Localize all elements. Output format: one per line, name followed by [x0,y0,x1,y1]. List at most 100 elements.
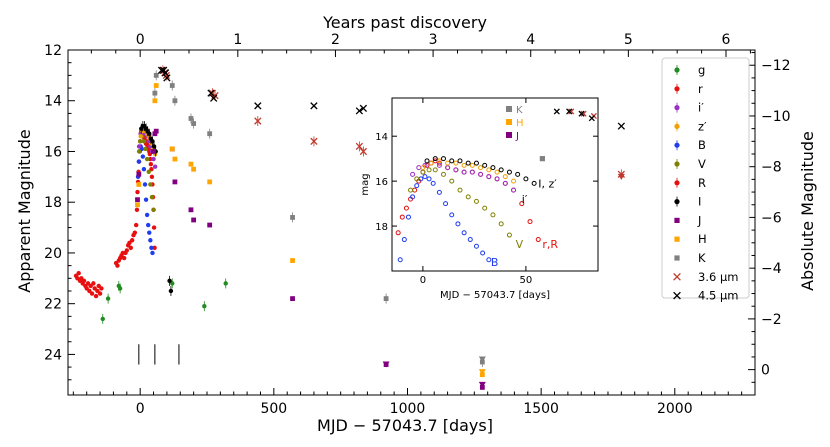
inset-series-z [420,158,517,184]
y-tick-label: 24 [44,347,62,363]
data-point [91,281,96,286]
legend-label: R [698,176,706,190]
inset-series-b [397,174,492,263]
data-point [135,189,140,195]
main-plot-frame [67,49,756,396]
data-point [191,121,197,126]
data-point [136,144,142,149]
inset-data-point [410,171,416,177]
inset-data-point [494,176,500,182]
data-point [141,139,147,144]
data-point [141,167,147,172]
inset-data-point [580,110,587,117]
inset-annotation: i′ [522,193,528,206]
inset-data-point [436,160,442,166]
data-point [355,107,364,115]
inset-data-point [436,189,442,195]
inset-legend-label: H [516,118,524,129]
data-point [149,194,155,200]
inset-data-point [588,115,595,122]
data-point [129,238,135,243]
legend-marker [673,291,681,300]
top-tick-label: 2 [331,32,340,48]
inset-x-tick-label: 0 [420,275,426,286]
inset-frame [391,97,599,272]
inset-series-45m [553,108,595,122]
data-point [188,116,194,121]
inset-data-point [453,160,459,166]
data-point [135,202,140,208]
data-point [138,134,143,139]
inset-data-point [478,165,484,171]
x-tick-label: 2000 [657,401,693,417]
data-point [207,179,213,185]
data-point [310,102,318,110]
data-point [153,128,159,134]
data-point [167,278,172,284]
data-point [124,248,130,253]
inset-legend-marker [506,106,512,112]
x-tick-label: 1500 [523,401,559,417]
inset-series-k [539,156,545,162]
right-tick-label: −8 [761,160,782,176]
legend-label: B [698,138,706,152]
inset-annotation: B [491,256,499,269]
inset-data-point [422,174,428,180]
data-point [163,74,171,82]
inset-data-point [420,165,426,171]
data-point [152,98,158,104]
inset-data-point [473,198,479,204]
inset-data-point [428,160,434,166]
data-point [207,222,213,228]
inset-data-point [486,174,492,180]
data-point [152,90,158,96]
inset-data-point [490,212,496,218]
data-point [157,66,166,74]
inset-data-point [426,167,432,173]
inset-data-point [449,212,455,218]
legend-marker [674,161,680,167]
data-point [254,117,262,125]
inset-data-point [445,160,451,166]
inset-annotation: I, z′ [538,177,557,190]
inset-data-point [397,257,403,263]
upper-limit-marker [478,356,486,363]
data-point [172,156,178,162]
data-point [144,212,150,218]
data-point [148,182,153,187]
right-tick-label: −10 [761,109,791,125]
inset-data-point [482,162,488,168]
data-point [202,304,207,309]
inset-legend-label: K [516,105,523,116]
data-point [188,207,194,213]
inset-data-point [498,221,504,227]
data-point [151,156,156,162]
top-tick-label: 3 [429,32,438,48]
legend-marker [674,105,680,111]
legend-label: r [698,82,703,96]
inset-data-point [461,230,467,236]
data-point [153,83,159,88]
legend-label: g [698,63,705,77]
data-point [207,131,213,137]
legend-label: V [698,157,706,171]
inset-data-point [498,167,504,173]
legend-label: i′ [698,101,704,115]
inset-data-point [502,180,508,186]
legend-marker [674,142,680,148]
inset-data-point [494,169,500,175]
right-y-axis-label: Absolute Magnitude [798,131,817,291]
data-point [207,89,215,97]
inset-data-point [432,156,438,162]
inset-data-point [410,194,416,200]
data-point [76,271,81,276]
inset-data-point [414,176,420,182]
legend-marker [674,236,680,242]
inset-legend-marker [506,119,512,125]
inset-data-point [535,237,541,243]
data-point [172,98,178,104]
data-point [100,316,105,322]
inset-data-point [395,230,401,236]
inset-data-point [511,187,517,193]
inset-data-point [539,156,545,162]
